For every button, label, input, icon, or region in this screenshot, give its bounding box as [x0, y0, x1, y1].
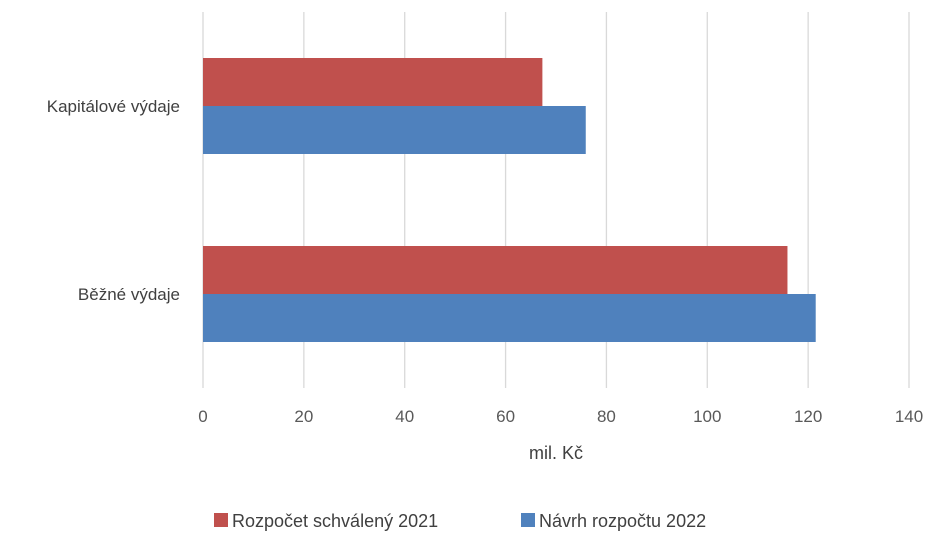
bar-rozpocet-2021-kapitalove	[203, 58, 543, 106]
category-label: Běžné výdaje	[78, 285, 180, 304]
legend-label: Rozpočet schválený 2021	[232, 511, 438, 531]
x-tick-label: 40	[395, 407, 414, 426]
x-tick-label: 120	[794, 407, 822, 426]
x-tick-label: 100	[693, 407, 721, 426]
x-tick-label: 20	[294, 407, 313, 426]
legend: Rozpočet schválený 2021 Návrh rozpočtu 20…	[214, 511, 706, 531]
legend-label: Návrh rozpočtu 2022	[539, 511, 706, 531]
x-axis-title: mil. Kč	[529, 443, 583, 463]
legend-swatch	[521, 513, 535, 527]
x-tick-label: 0	[198, 407, 207, 426]
category-label: Kapitálové výdaje	[47, 97, 180, 116]
bar-navrh-2022-bezne	[203, 294, 816, 342]
x-axis-ticks: 0 20 40 60 80 100 120 140	[198, 407, 923, 426]
x-tick-label: 140	[895, 407, 923, 426]
x-tick-label: 60	[496, 407, 515, 426]
x-tick-label: 80	[597, 407, 616, 426]
bar-navrh-2022-kapitalove	[203, 106, 586, 154]
category-labels: Kapitálové výdaje Běžné výdaje	[47, 97, 180, 304]
bar-rozpocet-2021-bezne	[203, 246, 788, 294]
bars	[203, 58, 816, 342]
legend-swatch	[214, 513, 228, 527]
